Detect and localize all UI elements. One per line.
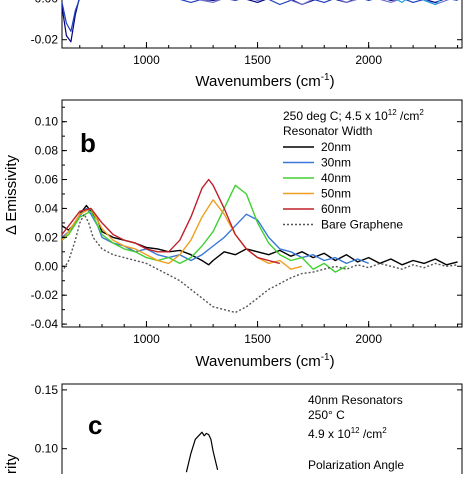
x-tick-label-b-1: 1500: [244, 332, 271, 346]
panel-top: 0.00 -0.02 1000 1500 2000 Wavenumbers (cm-1): [31, 0, 463, 90]
annotation-c-1: 40nm Resonators: [308, 393, 403, 407]
x-tick-label-top-2: 2000: [355, 53, 382, 67]
x-tick-label-top-0: 1000: [133, 53, 160, 67]
y-tick-label-b-5: 0.00: [35, 259, 59, 273]
y-tick-label-b-6: -0.02: [31, 288, 59, 302]
tick-group-b: 0.10 0.08 0.06 0.04 0.02 0.00 -0.02 -0.04 1000 15…: [31, 106, 462, 346]
series-line-b-5: [62, 213, 458, 314]
y-tick-label-b-3: 0.04: [35, 201, 59, 215]
panel-b: 0.10 0.08 0.06 0.04 0.02 0.00 -0.02 -0.04 1000 15…: [3, 99, 463, 370]
series-line-top-1: [62, 0, 458, 32]
legend-title-b: Resonator Width: [283, 124, 372, 138]
plot-frame-top: [61, 0, 463, 49]
annotation-c-4: Polarization Angle: [308, 458, 404, 472]
annotation-c-3: 4.9 x 1012 /cm2: [308, 426, 387, 441]
series-group-c: [185, 431, 219, 473]
x-axis-title-top: Wavenumbers (cm-1): [195, 72, 334, 90]
y-axis-title-b: Δ Emissivity: [3, 154, 20, 235]
panel-letter-c: c: [88, 410, 102, 440]
x-axis-title-b: Wavenumbers (cm-1): [195, 352, 334, 370]
plot-frame-b: [61, 99, 463, 328]
y-tick-label-top-1: -0.02: [31, 33, 59, 47]
series-line-c-0: [185, 431, 219, 473]
panel-letter-b: b: [80, 128, 96, 158]
legend-label-4: 60nm: [321, 202, 351, 216]
series-line-b-2: [62, 184, 347, 273]
series-line-b-4: [62, 178, 280, 265]
panel-c: 0.15 0.10 c rity 40nm Resonators 250° C 4…: [3, 383, 463, 479]
series-line-b-0: [62, 204, 458, 266]
x-tick-label-b-0: 1000: [133, 332, 160, 346]
annotation-b: 250 deg C; 4.5 x 1012 /cm2: [283, 108, 424, 123]
y-tick-label-b-7: -0.04: [31, 317, 59, 331]
y-tick-label-c-0: 0.15: [35, 383, 59, 397]
tick-group-c: 0.15 0.10: [35, 383, 462, 456]
plot-frame-c: [61, 383, 463, 479]
series-line-b-3: [62, 199, 303, 270]
y-tick-label-b-4: 0.02: [35, 230, 59, 244]
legend-label-1: 30nm: [321, 156, 351, 170]
y-tick-label-b-1: 0.08: [35, 144, 59, 158]
y-tick-label-c-1: 0.10: [35, 442, 59, 456]
series-line-b-1: [62, 207, 369, 265]
y-tick-label-top-0: 0.00: [35, 0, 59, 5]
series-line-top-0: [62, 0, 444, 43]
y-tick-label-b-0: 0.10: [35, 115, 59, 129]
series-group-b: [62, 178, 458, 314]
x-tick-label-top-1: 1500: [244, 53, 271, 67]
series-group-top: [62, 0, 458, 43]
legend-label-3: 50nm: [321, 187, 351, 201]
legend-label-0: 20nm: [321, 140, 351, 154]
tick-group-top: 0.00 -0.02 1000 1500 2000: [31, 0, 462, 67]
legend-label-2: 40nm: [321, 171, 351, 185]
series-line-top-3: [396, 0, 441, 6]
x-tick-label-b-2: 2000: [355, 332, 382, 346]
annotation-c-2: 250° C: [308, 408, 345, 422]
y-axis-title-c: rity: [3, 454, 20, 474]
legend-label-5: Bare Graphene: [321, 218, 403, 232]
y-tick-label-b-2: 0.06: [35, 173, 59, 187]
